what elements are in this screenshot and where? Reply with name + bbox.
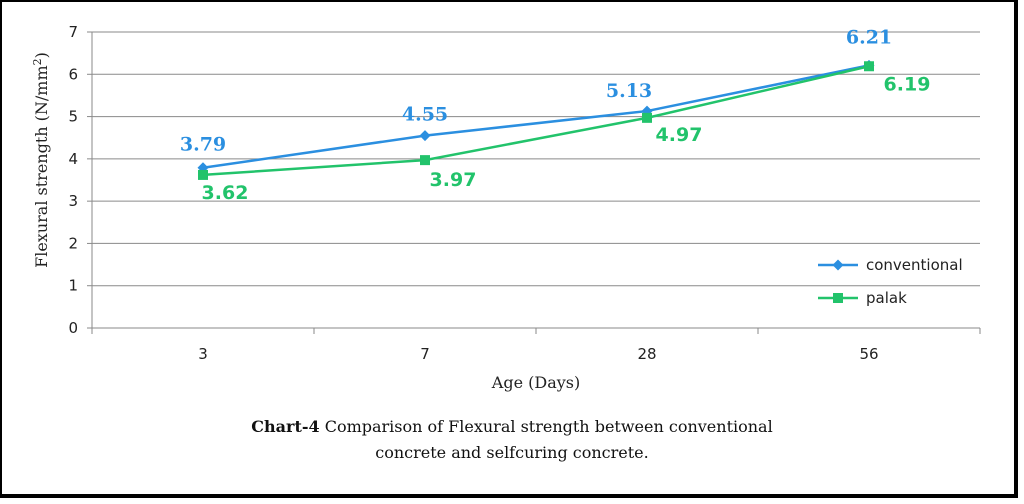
data-point-conventional — [419, 130, 431, 142]
y-tick-label: 3 — [68, 192, 78, 210]
x-tick-labels: 3 7 28 56 — [198, 345, 878, 363]
y-tick-labels: 0 1 2 3 4 5 6 7 — [68, 23, 78, 337]
x-tick-label: 56 — [859, 345, 878, 363]
x-axis-title: Age (Days) — [491, 373, 580, 392]
caption-line-1: Chart-4 Comparison of Flexural strength … — [0, 414, 1024, 440]
y-tick-label: 7 — [68, 23, 78, 41]
legend-label-palak: palak — [866, 289, 907, 307]
series-line-conventional — [202, 64, 870, 169]
data-label-conventional: 5.13 — [606, 80, 652, 102]
legend-marker-conventional — [832, 259, 844, 271]
x-tick-label: 28 — [637, 345, 656, 363]
figure-caption: Chart-4 Comparison of Flexural strength … — [0, 414, 1024, 466]
axes — [87, 31, 981, 334]
data-label-palak: 3.62 — [202, 182, 249, 204]
data-labels: 3.79 4.55 5.13 6.21 3.62 3.97 4.97 6.19 — [180, 26, 931, 204]
data-point-palak — [198, 169, 208, 180]
x-tick-label: 3 — [198, 345, 208, 363]
caption-line-2: concrete and selfcuring concrete. — [375, 443, 649, 462]
y-axis-title: Flexural strength (N/mm2) — [31, 52, 51, 268]
y-tick-label: 6 — [68, 65, 78, 83]
y-tick-label: 5 — [68, 108, 78, 126]
x-tick-label: 7 — [420, 345, 430, 363]
y-tick-label: 0 — [68, 319, 78, 337]
legend-marker-palak — [833, 293, 843, 303]
data-label-palak: 6.19 — [884, 73, 931, 95]
caption-text-1: Comparison of Flexural strength between … — [319, 417, 773, 436]
caption-label: Chart-4 — [251, 417, 320, 436]
data-label-conventional: 3.79 — [180, 134, 226, 156]
data-label-palak: 3.97 — [430, 169, 477, 191]
data-label-conventional: 6.21 — [846, 26, 892, 48]
y-tick-label: 2 — [68, 234, 78, 252]
legend: conventional palak — [818, 256, 963, 307]
data-label-palak: 4.97 — [656, 124, 703, 146]
data-point-palak — [642, 112, 652, 123]
series-layer — [197, 59, 875, 180]
data-point-palak — [864, 61, 874, 72]
series-line-palak — [202, 65, 870, 177]
data-point-palak — [420, 155, 430, 166]
legend-label-conventional: conventional — [866, 256, 963, 274]
y-tick-label: 1 — [68, 277, 78, 295]
data-label-conventional: 4.55 — [402, 104, 448, 126]
y-tick-label: 4 — [68, 150, 78, 168]
